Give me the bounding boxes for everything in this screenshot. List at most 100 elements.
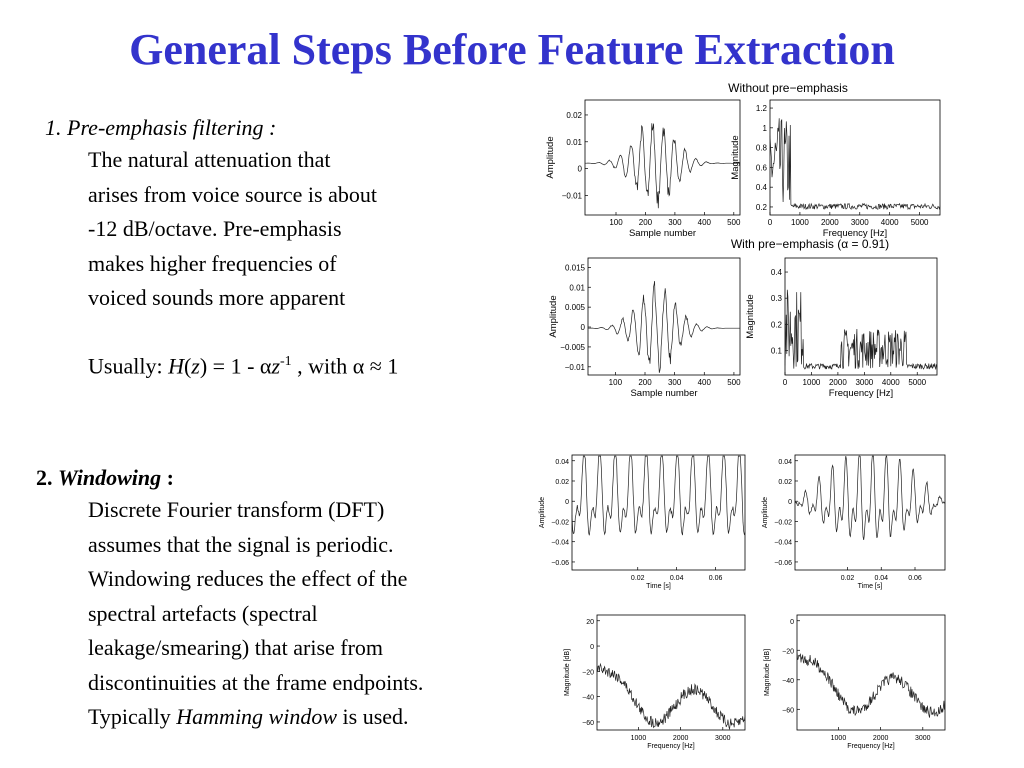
x-tick-label: 0.04 bbox=[874, 575, 888, 582]
y-tick-label: −40 bbox=[782, 678, 794, 685]
y-tick-label: −20 bbox=[782, 648, 794, 655]
y-tick-label: 0.4 bbox=[771, 268, 783, 277]
text-line: voiced sounds more apparent bbox=[88, 285, 346, 310]
x-axis-label: Time [s] bbox=[858, 583, 883, 590]
y-tick-label: −0.06 bbox=[774, 560, 792, 567]
text-line: makes higher frequencies of bbox=[88, 250, 337, 276]
section-title: Windowing bbox=[58, 465, 162, 490]
y-axis-label: Magnitude [dB] bbox=[764, 649, 771, 696]
text-line: arises from voice source is about bbox=[88, 181, 377, 207]
y-tick-label: −60 bbox=[582, 720, 594, 727]
y-tick-label: 0.005 bbox=[565, 303, 586, 312]
formula-part: ( bbox=[183, 353, 192, 379]
text-line: assumes that the signal is periodic. bbox=[88, 531, 394, 557]
x-tick-label: 0.06 bbox=[709, 575, 723, 582]
y-tick-label: −0.04 bbox=[774, 540, 792, 547]
y-tick-label: −0.02 bbox=[774, 519, 792, 526]
x-tick-label: 5000 bbox=[911, 218, 929, 227]
y-tick-label: 0.02 bbox=[555, 479, 569, 486]
y-tick-label: 0.04 bbox=[778, 459, 792, 466]
y-tick-label: −40 bbox=[582, 695, 594, 702]
y-tick-label: 1.2 bbox=[756, 104, 768, 113]
x-tick-label: 0 bbox=[768, 218, 773, 227]
x-tick-label: 0.06 bbox=[908, 575, 922, 582]
y-tick-label: 0 bbox=[788, 499, 792, 506]
y-tick-label: 0.6 bbox=[756, 163, 768, 172]
y-tick-label: −0.01 bbox=[565, 363, 586, 372]
plot-frame bbox=[769, 99, 941, 216]
formula-part: z bbox=[271, 353, 280, 379]
section-number: 2. bbox=[36, 465, 53, 490]
y-axis-label: Amplitude bbox=[548, 295, 559, 337]
y-tick-label: 0 bbox=[790, 619, 794, 626]
x-tick-label: 200 bbox=[638, 378, 652, 387]
x-tick-label: 100 bbox=[609, 378, 623, 387]
y-tick-label: 0.01 bbox=[566, 138, 582, 147]
section-colon: : bbox=[161, 465, 174, 490]
plot-frame bbox=[796, 614, 946, 731]
formula: Usually: H(z) = 1 - αz-1 , with α ≈ 1 bbox=[88, 355, 398, 377]
text-line: leakage/smearing) that arise from bbox=[88, 635, 384, 660]
y-axis-label: Magnitude [dB] bbox=[564, 649, 571, 696]
waveform bbox=[588, 280, 740, 373]
x-axis-label: Time [s] bbox=[646, 583, 671, 590]
y-tick-label: 0.3 bbox=[771, 294, 783, 303]
x-tick-label: 2000 bbox=[873, 735, 889, 742]
y-tick-label: 0.04 bbox=[555, 459, 569, 466]
y-tick-label: 0.4 bbox=[756, 183, 768, 192]
formula-part: Usually: bbox=[88, 353, 169, 379]
section-heading: 1. Pre-emphasis filtering : bbox=[45, 115, 277, 140]
text-part: Typically bbox=[88, 704, 177, 729]
text-line: The natural attenuation that bbox=[88, 147, 331, 172]
y-axis-label: Amplitude bbox=[545, 136, 556, 178]
x-tick-label: 300 bbox=[668, 378, 682, 387]
x-tick-label: 3000 bbox=[851, 218, 869, 227]
y-tick-label: 0 bbox=[590, 644, 594, 651]
formula-part: ) = 1 - α bbox=[199, 353, 272, 379]
y-axis-label: Magnitude bbox=[730, 135, 741, 179]
text-line: -12 dB/octave. Pre-emphasis bbox=[88, 216, 342, 241]
y-tick-label: −0.01 bbox=[562, 191, 583, 200]
x-tick-label: 3000 bbox=[855, 378, 873, 387]
waveform bbox=[796, 649, 946, 718]
x-axis-label: Frequency [Hz] bbox=[647, 743, 695, 750]
x-tick-label: 1000 bbox=[803, 378, 821, 387]
y-tick-label: 0.2 bbox=[771, 320, 783, 329]
x-axis-label: Frequency [Hz] bbox=[823, 228, 887, 239]
x-axis-label: Frequency [Hz] bbox=[829, 388, 893, 399]
waveform bbox=[794, 455, 946, 540]
y-tick-label: 0 bbox=[578, 165, 583, 174]
y-tick-label: −0.04 bbox=[551, 540, 569, 547]
y-tick-label: 1 bbox=[763, 124, 768, 133]
x-axis-label: Sample number bbox=[629, 228, 696, 239]
x-tick-label: 300 bbox=[668, 218, 682, 227]
formula-part: , with α ≈ 1 bbox=[291, 353, 399, 379]
waveform bbox=[584, 123, 740, 209]
x-tick-label: 500 bbox=[727, 218, 741, 227]
plot-frame bbox=[587, 257, 741, 376]
y-tick-label: −0.005 bbox=[560, 343, 585, 352]
text-line: Windowing reduces the effect of the bbox=[88, 566, 408, 591]
x-tick-label: 0.02 bbox=[631, 575, 645, 582]
plot-frame bbox=[571, 454, 746, 571]
text-part: Hamming window bbox=[176, 704, 338, 729]
y-tick-label: −20 bbox=[582, 669, 594, 676]
x-tick-label: 200 bbox=[639, 218, 653, 227]
waveform bbox=[571, 455, 746, 536]
plot-frame bbox=[584, 99, 741, 216]
x-tick-label: 1000 bbox=[791, 218, 809, 227]
x-tick-label: 4000 bbox=[882, 378, 900, 387]
waveform bbox=[769, 118, 941, 211]
y-tick-label: 0.02 bbox=[778, 479, 792, 486]
x-tick-label: 0 bbox=[783, 378, 788, 387]
text-line: Typically Hamming window is used. bbox=[88, 706, 409, 728]
y-tick-label: 0 bbox=[581, 323, 586, 332]
x-tick-label: 0.04 bbox=[670, 575, 684, 582]
plot-frame bbox=[784, 257, 938, 376]
x-tick-label: 2000 bbox=[673, 735, 689, 742]
y-tick-label: −0.02 bbox=[551, 519, 569, 526]
x-tick-label: 400 bbox=[698, 378, 712, 387]
x-axis-label: Frequency [Hz] bbox=[847, 743, 895, 750]
x-tick-label: 1000 bbox=[631, 735, 647, 742]
